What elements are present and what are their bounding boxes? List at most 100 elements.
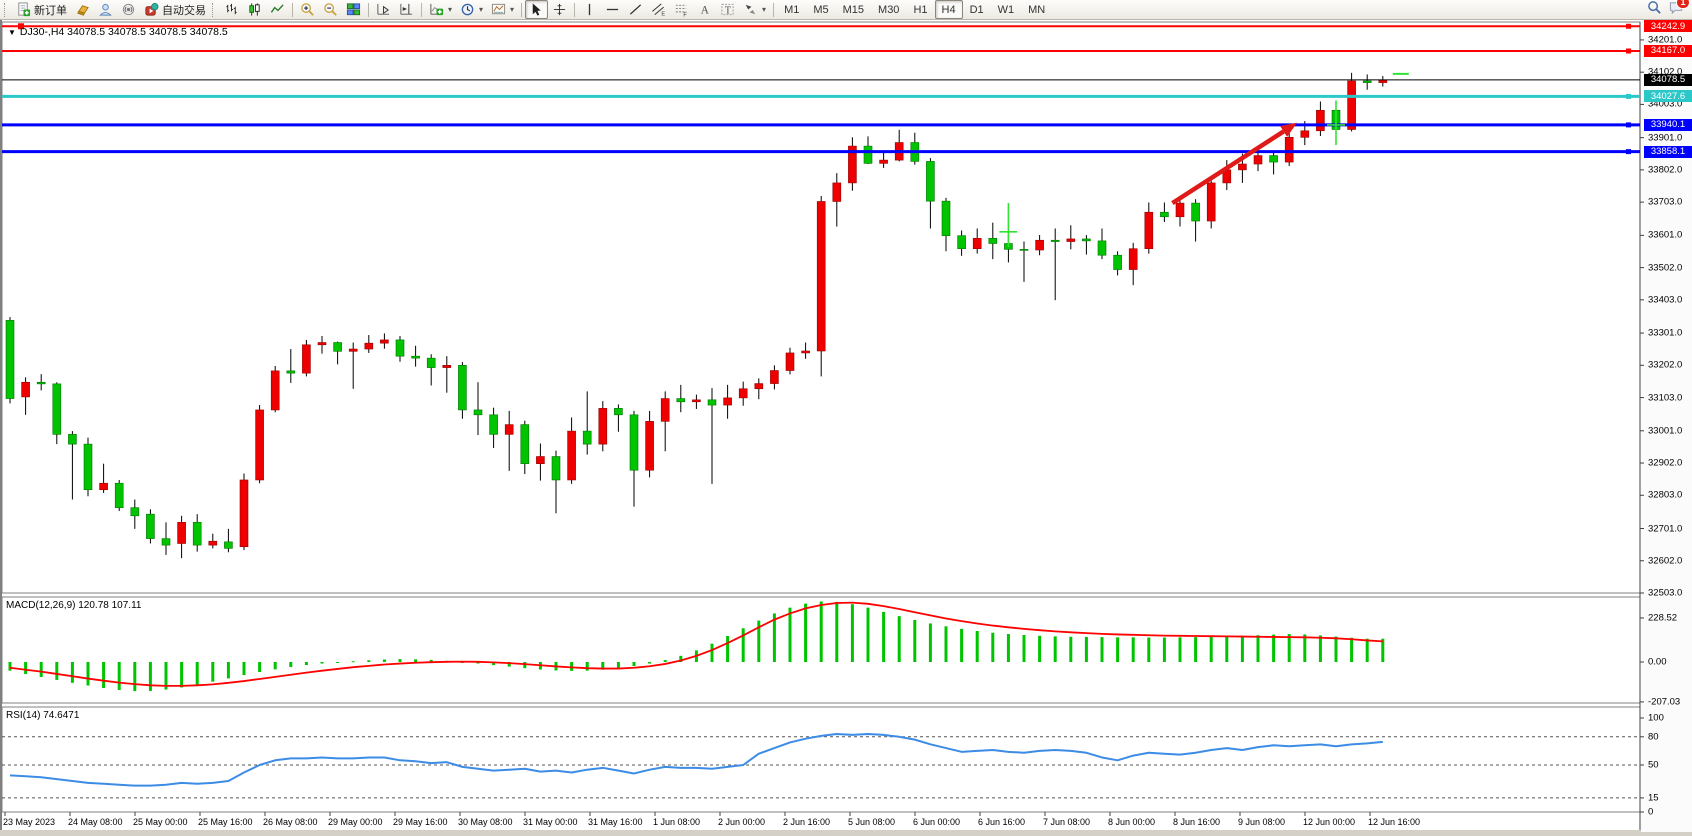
trendline-icon bbox=[628, 2, 643, 17]
new-order-icon bbox=[16, 2, 31, 17]
macd-histogram-bar bbox=[336, 662, 340, 663]
price-level-tag: 33940.1 bbox=[1644, 118, 1692, 131]
candle-body bbox=[114, 482, 124, 508]
autoscroll-button[interactable] bbox=[372, 0, 395, 19]
line-anchor bbox=[1626, 23, 1631, 29]
svg-text:E: E bbox=[661, 12, 665, 17]
chat-button[interactable]: 1 bbox=[1668, 0, 1690, 20]
candle-body bbox=[551, 456, 561, 481]
new-order-label: 新订单 bbox=[34, 4, 67, 17]
line-anchor bbox=[1626, 93, 1631, 99]
text-button[interactable]: A bbox=[693, 0, 716, 19]
macd-histogram-bar bbox=[102, 662, 106, 689]
candle-body bbox=[754, 383, 764, 390]
candlestick-button[interactable] bbox=[243, 0, 266, 19]
timeframe-w1[interactable]: W1 bbox=[997, 3, 1015, 16]
macd-histogram-bar bbox=[1022, 635, 1026, 662]
collapse-triangle-icon[interactable]: ▼ bbox=[8, 28, 16, 37]
macd-histogram-bar bbox=[1287, 634, 1291, 662]
price-tick-label: 33202.0 bbox=[1648, 359, 1683, 371]
gold-button[interactable] bbox=[71, 0, 94, 19]
macd-histogram-bar bbox=[304, 662, 308, 666]
bar-chart-icon bbox=[224, 2, 239, 17]
new-order-button[interactable]: 新订单 bbox=[12, 0, 71, 19]
candle-body bbox=[816, 201, 826, 352]
fibonacci-button[interactable]: F bbox=[670, 0, 693, 19]
periods-button[interactable]: ▾ bbox=[456, 0, 487, 19]
templates-button[interactable]: ▾ bbox=[487, 0, 518, 19]
macd-histogram-bar bbox=[1147, 637, 1151, 662]
date-label: 1 Jun 08:00 bbox=[653, 817, 701, 827]
timeframe-d1[interactable]: D1 bbox=[969, 3, 984, 16]
macd-histogram-bar bbox=[928, 623, 932, 662]
chart-shift-button[interactable] bbox=[395, 0, 418, 19]
date-label: 12 Jun 16:00 bbox=[1368, 817, 1421, 827]
candle-body bbox=[1191, 202, 1200, 222]
candle-body bbox=[1284, 137, 1294, 163]
candle-body bbox=[941, 200, 951, 236]
candle-body bbox=[1144, 211, 1154, 250]
rsi-line bbox=[9, 732, 1383, 787]
bar-chart-button[interactable] bbox=[220, 0, 243, 19]
candle-body bbox=[567, 430, 576, 481]
chart-shift-icon bbox=[399, 2, 414, 17]
candle-body bbox=[286, 370, 296, 374]
macd-histogram-bar bbox=[1194, 637, 1198, 662]
timeframe-m5[interactable]: M5 bbox=[813, 3, 829, 16]
trendline-button[interactable] bbox=[624, 0, 647, 19]
date-label: 23 May 2023 bbox=[3, 817, 56, 827]
line-anchor bbox=[1626, 149, 1631, 155]
channel-icon: E bbox=[651, 2, 666, 17]
line-chart-icon bbox=[270, 2, 285, 17]
candle-body bbox=[1316, 109, 1325, 132]
timeframe-m30[interactable]: M30 bbox=[878, 3, 900, 16]
crosshair-button[interactable] bbox=[548, 0, 571, 19]
macd-histogram-bar bbox=[850, 604, 854, 662]
cursor-button[interactable] bbox=[525, 0, 549, 19]
candle-body bbox=[1113, 254, 1122, 270]
candle-body bbox=[1128, 248, 1138, 270]
timeframe-m1[interactable]: M1 bbox=[784, 3, 800, 16]
macd-histogram-bar bbox=[975, 630, 979, 662]
indicators-button[interactable]: ▾ bbox=[425, 0, 456, 19]
candle-body bbox=[520, 424, 530, 464]
macd-histogram-bar bbox=[1178, 637, 1182, 662]
line-chart-button[interactable] bbox=[266, 0, 289, 19]
rsi-tick-label: 50 bbox=[1648, 759, 1659, 771]
candle-body bbox=[1066, 238, 1076, 242]
channel-button[interactable]: E bbox=[647, 0, 670, 19]
horizontal-line-button[interactable] bbox=[601, 0, 624, 19]
date-label: 7 Jun 08:00 bbox=[1043, 817, 1091, 827]
community-button[interactable] bbox=[94, 0, 117, 19]
date-label: 6 Jun 16:00 bbox=[978, 817, 1026, 827]
price-tick-label: 32503.0 bbox=[1648, 587, 1683, 599]
candle-body bbox=[801, 350, 810, 354]
timeframe-h1[interactable]: H1 bbox=[913, 3, 928, 16]
timeframe-group: M1 M5 M15 M30 H1 H4 D1 W1 MN bbox=[777, 0, 1052, 19]
zoom-in-button[interactable] bbox=[296, 0, 319, 19]
timeframe-mn[interactable]: MN bbox=[1028, 3, 1046, 16]
search-icon[interactable] bbox=[1647, 0, 1662, 20]
date-label: 6 Jun 00:00 bbox=[913, 817, 961, 827]
candle-body bbox=[177, 522, 186, 544]
zoom-out-button[interactable] bbox=[319, 0, 342, 19]
autotrading-icon bbox=[144, 2, 159, 17]
arrows-tool-button[interactable]: ▾ bbox=[739, 0, 770, 19]
candle-body bbox=[380, 339, 389, 344]
macd-histogram-bar bbox=[8, 662, 12, 671]
macd-histogram-bar bbox=[632, 662, 636, 667]
text-label-button[interactable]: T bbox=[716, 0, 739, 19]
indicators-caret: ▾ bbox=[448, 5, 453, 14]
macd-histogram-bar bbox=[1038, 635, 1042, 662]
vertical-line-button[interactable] bbox=[578, 0, 601, 19]
timeframe-m15[interactable]: M15 bbox=[842, 3, 865, 16]
candle-body bbox=[426, 357, 436, 368]
macd-histogram-bar bbox=[1350, 637, 1354, 662]
signals-button[interactable] bbox=[117, 0, 140, 19]
timeframe-h4[interactable]: H4 bbox=[934, 0, 963, 19]
macd-histogram-bar bbox=[1303, 634, 1307, 662]
autotrading-button[interactable]: 自动交易 bbox=[140, 0, 210, 19]
tile-windows-button[interactable] bbox=[342, 0, 365, 19]
candle-body bbox=[1097, 240, 1107, 256]
